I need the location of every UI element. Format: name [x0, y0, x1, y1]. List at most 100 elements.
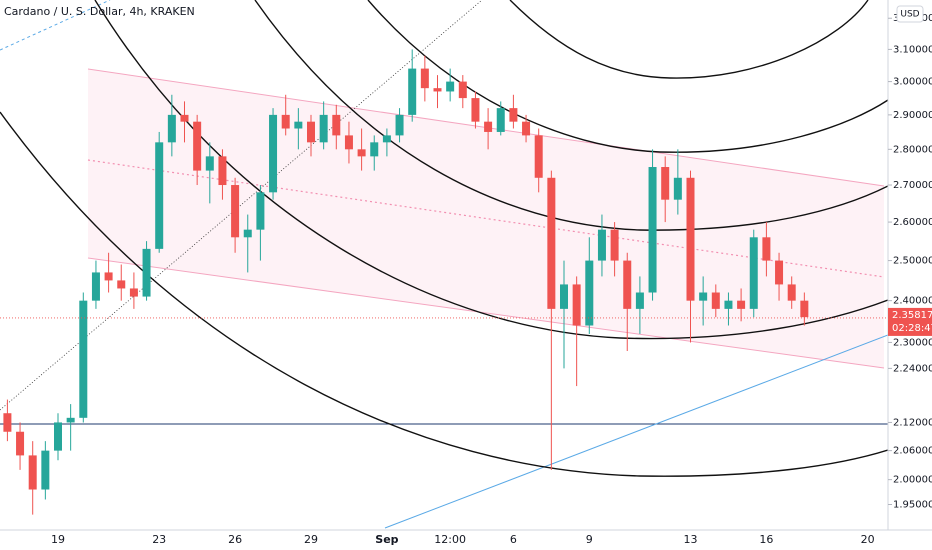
y-tick-label: 2.240000	[893, 363, 932, 374]
candle-body	[167, 114, 176, 143]
channel-lower	[87, 257, 885, 369]
candle-body	[256, 192, 265, 230]
arc	[367, 0, 888, 153]
candle-body	[484, 121, 493, 132]
y-tick-label: 2.120000	[893, 417, 932, 428]
currency-badge	[896, 5, 924, 23]
candle-body	[231, 185, 240, 238]
time-axis	[0, 530, 932, 550]
y-tick-label: 2.700000	[893, 180, 932, 191]
candle-body	[54, 422, 62, 451]
x-tick-label: 19	[51, 533, 65, 546]
candle-body	[686, 177, 695, 301]
trend-line	[384, 334, 888, 529]
candle-body	[749, 237, 758, 309]
x-tick-label: 26	[228, 533, 242, 546]
candles	[0, 49, 888, 515]
candle-body	[724, 300, 733, 309]
candle-body	[737, 300, 746, 309]
candle-body	[180, 114, 189, 122]
candle-body	[3, 413, 12, 432]
candle-body	[597, 229, 606, 261]
x-tick-label: 13	[684, 533, 698, 546]
x-tick-label: 12:00	[434, 533, 466, 546]
candle-body	[408, 68, 417, 115]
arc	[94, 0, 888, 340]
y-tick-label: 2.800000	[893, 144, 932, 155]
candle-body	[572, 284, 581, 326]
candle-body	[142, 248, 151, 297]
candle-body	[635, 292, 644, 309]
x-tick-label: 9	[586, 533, 593, 546]
price-axis	[888, 0, 932, 550]
candle-body	[699, 292, 708, 301]
candle-body	[16, 431, 25, 456]
candle-body	[129, 288, 138, 297]
candle-body	[534, 135, 543, 178]
candle-body	[560, 284, 568, 309]
countdown: 02:28:47	[892, 323, 932, 334]
y-tick-label: 3.000000	[893, 77, 932, 88]
y-tick-label: 2.900000	[893, 110, 932, 121]
candle-body	[509, 108, 518, 122]
last-price: 2.358178	[892, 310, 932, 321]
channel-fill	[88, 69, 884, 368]
candle-body	[41, 450, 50, 490]
candle-body	[307, 121, 315, 143]
candle-body	[762, 237, 771, 261]
candle-body	[155, 142, 164, 249]
candle-body	[281, 114, 290, 129]
candle-body	[294, 121, 303, 129]
candle-body	[357, 149, 366, 157]
candle-body	[269, 114, 278, 193]
candle-body	[673, 177, 682, 200]
y-tick-label: 2.600000	[893, 217, 932, 228]
currency: USD	[900, 10, 919, 20]
candle-body	[458, 81, 467, 99]
candle-body	[193, 121, 202, 171]
candle-body	[610, 229, 619, 261]
candle-body	[787, 284, 796, 301]
price-badge	[888, 307, 932, 336]
y-tick-label: 2.000000	[893, 475, 932, 486]
candle-body	[66, 417, 75, 423]
candle-body	[117, 280, 126, 289]
candle-body	[218, 156, 227, 186]
candle-body	[623, 260, 632, 309]
candle-body	[332, 114, 341, 136]
candle-body	[344, 135, 353, 150]
trend-line-dashed	[0, 0, 111, 51]
candle-body	[446, 81, 455, 92]
candle-body	[382, 135, 391, 143]
candle-body	[319, 114, 328, 143]
x-tick-label: 23	[152, 533, 166, 546]
y-tick-label: 2.500000	[893, 256, 932, 267]
candle-body	[91, 272, 100, 301]
candle-body	[395, 114, 404, 136]
candle-body	[496, 108, 505, 132]
x-tick-label: 20	[861, 533, 875, 546]
candle-body	[243, 229, 252, 238]
x-tick-label: 16	[759, 533, 773, 546]
candle-body	[661, 167, 670, 200]
candle-body	[104, 272, 113, 281]
y-tick-label: 2.300000	[893, 337, 932, 348]
x-tick-label: 29	[304, 533, 318, 546]
x-tick-label: Sep	[375, 533, 398, 546]
y-tick-label: 2.060000	[893, 446, 932, 457]
arc	[254, 0, 888, 231]
candle-body	[648, 167, 657, 293]
x-tick-label: 6	[510, 533, 517, 546]
chart-title: Cardano / U. S. Dollar, 4h, KRAKEN	[4, 5, 195, 18]
candle-body	[522, 121, 531, 136]
candle-body	[205, 156, 214, 171]
candle-body	[800, 300, 809, 318]
candle-body	[547, 177, 556, 309]
y-tick-label: 3.100000	[893, 44, 932, 55]
arc	[509, 0, 869, 79]
candle-body	[775, 260, 784, 285]
candle-body	[79, 300, 88, 418]
candle-body	[585, 260, 594, 326]
candle-body	[433, 88, 442, 92]
